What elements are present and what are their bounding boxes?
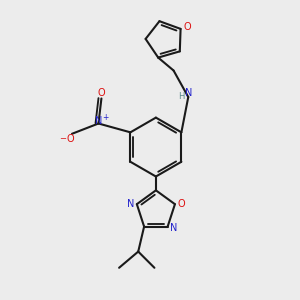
Text: N: N: [127, 199, 135, 209]
Text: N: N: [184, 88, 192, 98]
Text: O: O: [98, 88, 105, 98]
Text: O: O: [183, 22, 191, 32]
Text: +: +: [102, 112, 108, 122]
Text: O: O: [178, 199, 185, 209]
Text: O: O: [67, 134, 74, 144]
Text: N: N: [95, 116, 102, 126]
Text: H: H: [178, 92, 185, 101]
Text: −: −: [59, 135, 66, 144]
Text: N: N: [170, 223, 177, 233]
